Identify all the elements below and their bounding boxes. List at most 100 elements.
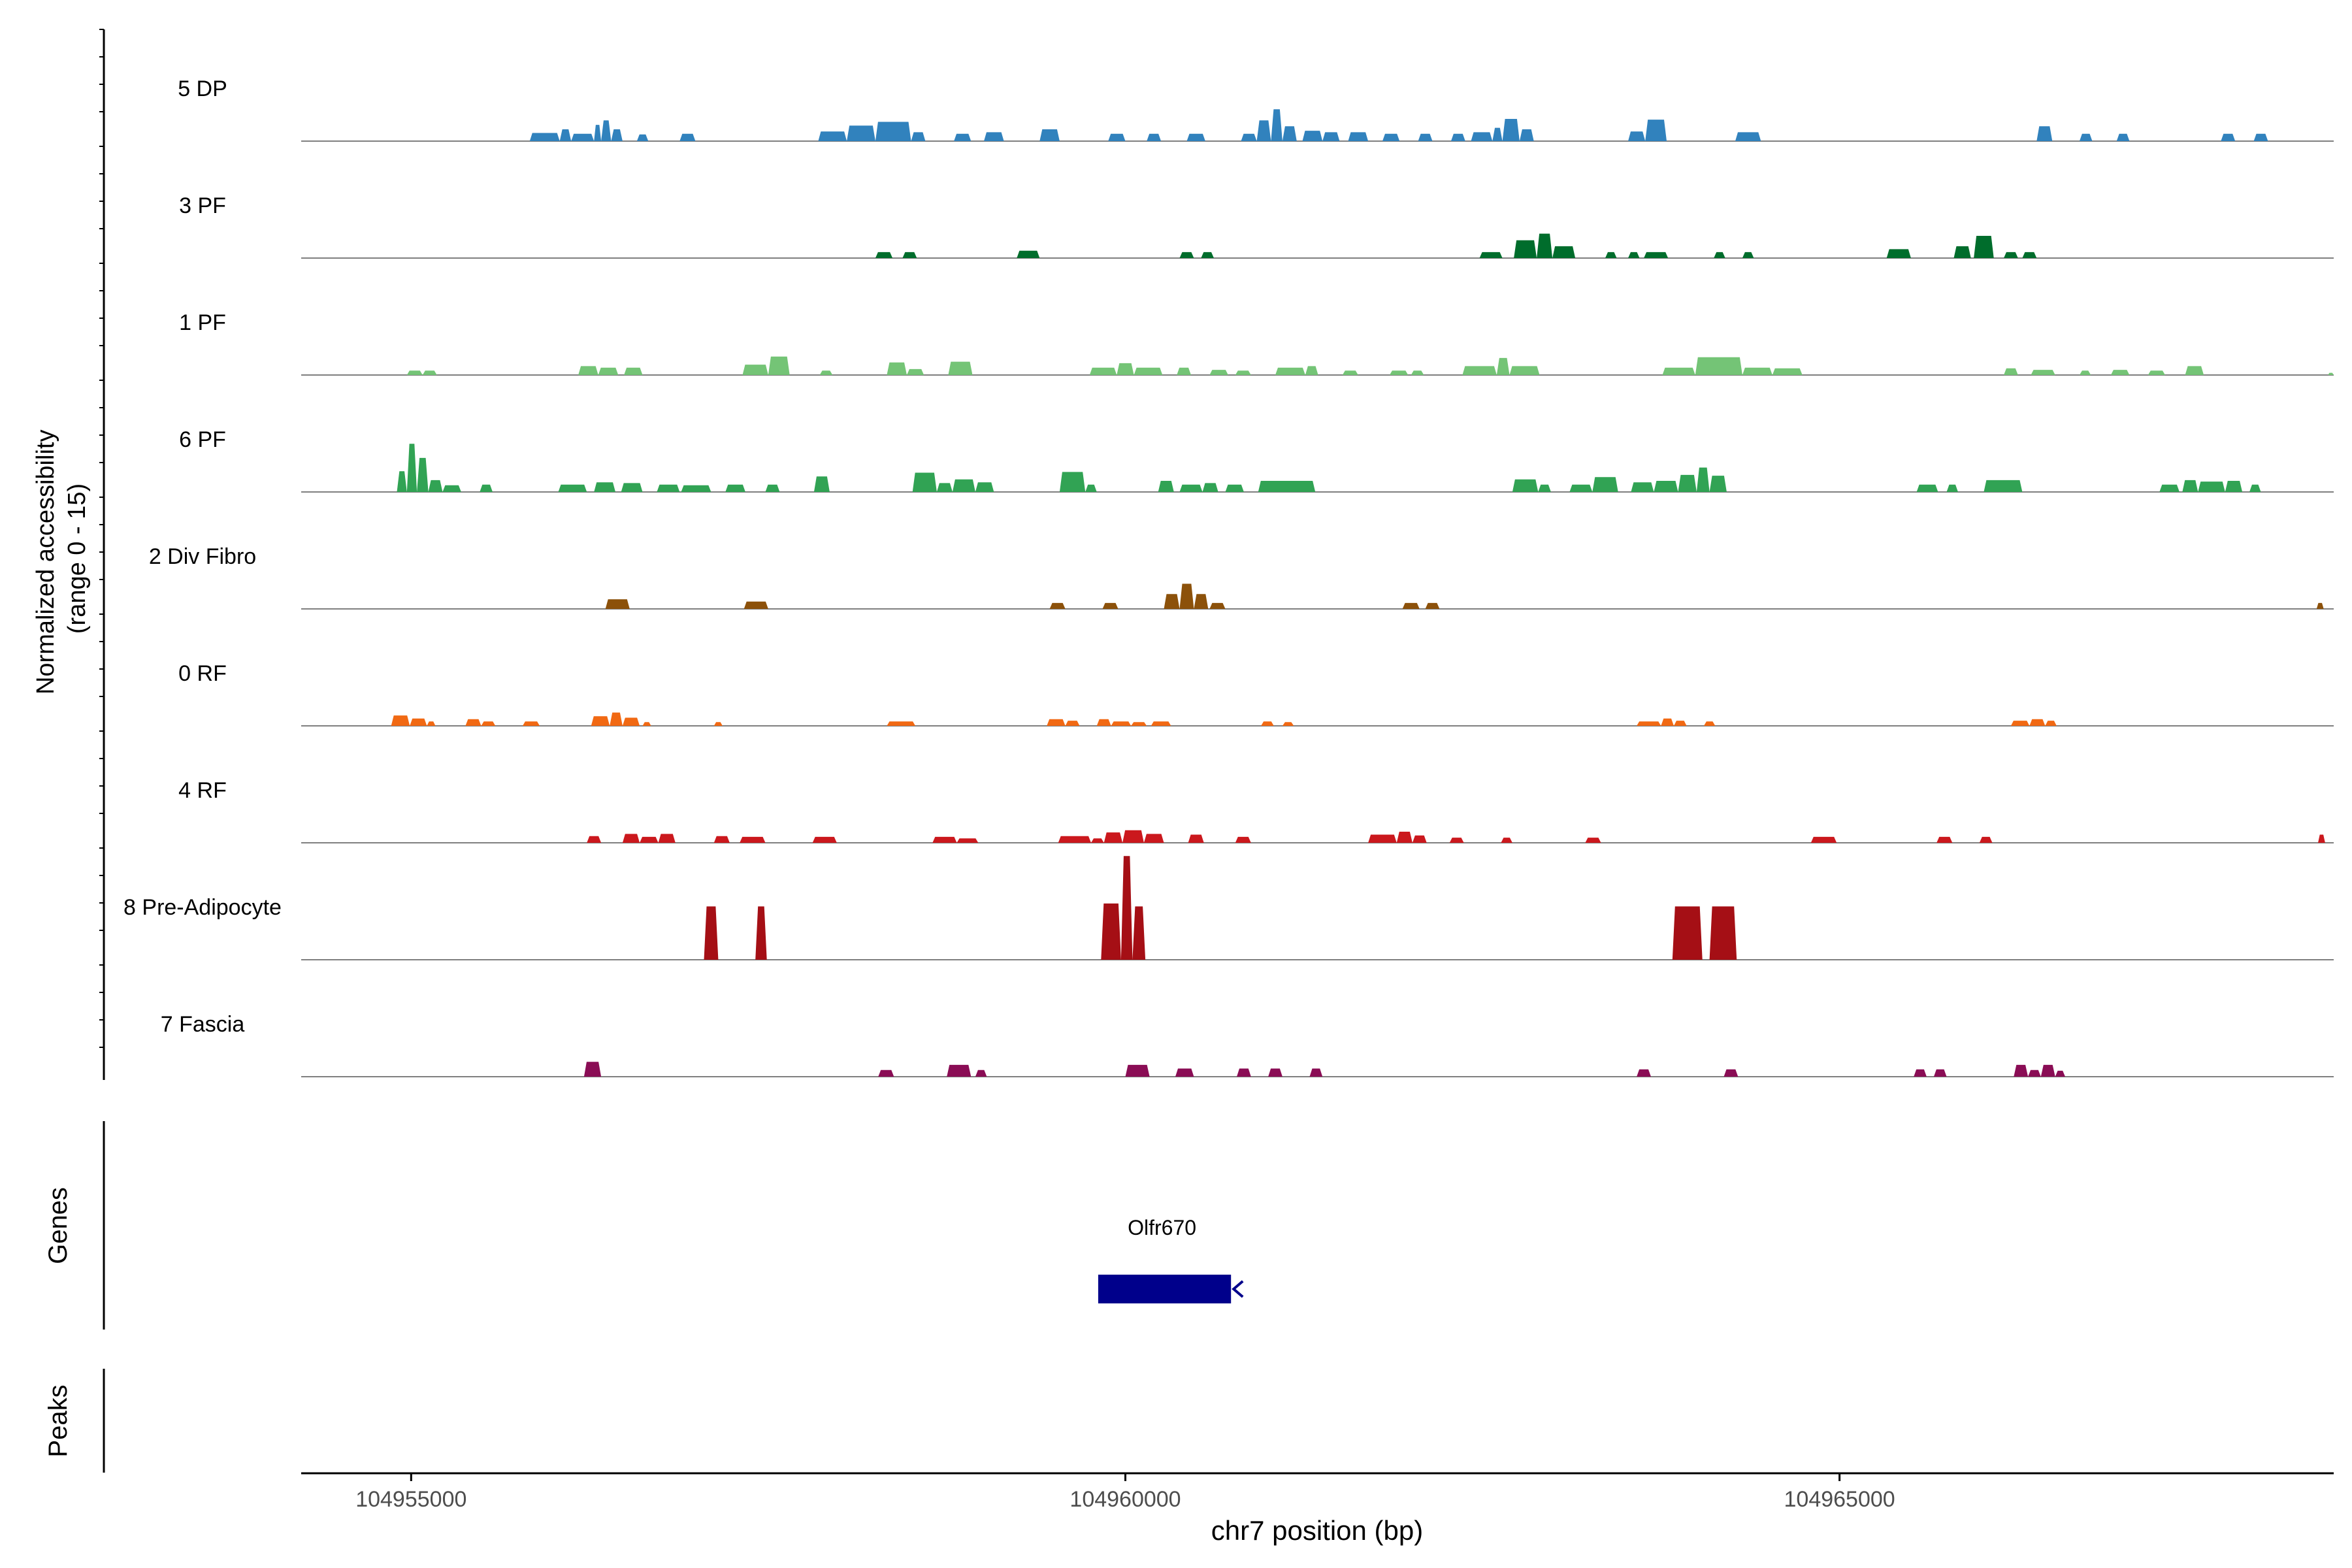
coverage-bin bbox=[1396, 832, 1413, 843]
y-label-line-1: Normalized accessibility bbox=[32, 430, 59, 694]
coverage-bin bbox=[1258, 481, 1316, 492]
coverage-bin bbox=[2036, 126, 2053, 141]
coverage-bin bbox=[1302, 131, 1323, 141]
coverage-bin bbox=[465, 719, 482, 726]
track-6-pf: 6 PF bbox=[179, 427, 2334, 493]
coverage-bin bbox=[622, 717, 640, 726]
coverage-bin bbox=[1425, 602, 1440, 609]
coverage-bin bbox=[1131, 722, 1147, 726]
coverage-bin bbox=[948, 361, 973, 375]
coverage-bin bbox=[765, 484, 780, 492]
x-tick-label: 104955000 bbox=[355, 1487, 466, 1512]
coverage-bin bbox=[2079, 133, 2093, 141]
coverage-bin bbox=[391, 715, 410, 726]
coverage-bin bbox=[1225, 484, 1244, 492]
coverage-bin bbox=[878, 1070, 894, 1077]
coverage-bin bbox=[954, 133, 972, 141]
coverage-bin bbox=[679, 133, 696, 141]
x-axis-label: chr7 position (bp) bbox=[1211, 1515, 1424, 1546]
coverage-bin bbox=[1644, 252, 1669, 258]
coverage-bin bbox=[2198, 482, 2225, 492]
coverage-bin bbox=[1654, 481, 1678, 492]
track-label: 7 Fascia bbox=[161, 1012, 245, 1037]
coverage-bin bbox=[610, 712, 623, 726]
coverage-bin bbox=[1569, 484, 1593, 492]
track-3-pf: 3 PF bbox=[179, 193, 2334, 259]
coverage-bin bbox=[1058, 836, 1091, 843]
coverage-bin bbox=[1946, 484, 1958, 492]
coverage-bin bbox=[755, 906, 767, 960]
coverage-bin bbox=[2055, 1070, 2065, 1077]
coverage-bin bbox=[2110, 370, 2130, 375]
coverage-bin bbox=[902, 252, 917, 258]
coverage-bin bbox=[1519, 129, 1534, 141]
coverage-bin bbox=[1810, 836, 1837, 843]
coverage-bin bbox=[1382, 133, 1400, 141]
coverage-bin bbox=[481, 721, 496, 726]
coverage-bin bbox=[875, 252, 893, 258]
gene-label: Olfr670 bbox=[1128, 1216, 1196, 1239]
coverage-bin bbox=[571, 133, 595, 141]
coverage-bin bbox=[1672, 906, 1703, 960]
coverage-bin bbox=[427, 721, 436, 726]
coverage-bin bbox=[480, 484, 493, 492]
track-1-pf: 1 PF bbox=[179, 310, 2334, 376]
coverage-bin bbox=[2185, 366, 2204, 375]
coverage-bin bbox=[1411, 370, 1424, 375]
gene-annotations: Olfr670 bbox=[1098, 1216, 1244, 1303]
coverage-bin bbox=[1194, 594, 1209, 609]
coverage-bin bbox=[2316, 602, 2324, 609]
coverage-bin bbox=[1695, 357, 1742, 375]
coverage-bin bbox=[1916, 484, 1938, 492]
coverage-bin bbox=[2148, 370, 2165, 375]
coverage-bin bbox=[1645, 120, 1667, 141]
coverage-bin bbox=[636, 134, 649, 141]
coverage-bin bbox=[442, 485, 461, 492]
track-2-div-fibro: 2 Div Fibro bbox=[149, 544, 2334, 610]
coverage-bin bbox=[1512, 479, 1539, 492]
coverage-bin bbox=[640, 836, 659, 843]
coverage-bin bbox=[1637, 1069, 1651, 1077]
coverage-bin bbox=[1714, 252, 1725, 258]
coverage-bin bbox=[598, 367, 619, 375]
coverage-bin bbox=[1186, 133, 1205, 141]
coverage-bin bbox=[1177, 367, 1191, 375]
coverage-bin bbox=[2221, 133, 2236, 141]
coverage-bin bbox=[2040, 1064, 2055, 1077]
coverage-bin bbox=[1772, 368, 1803, 375]
track-0-rf: 0 RF bbox=[178, 661, 2334, 727]
coverage-bin bbox=[1742, 367, 1772, 375]
coverage-bin bbox=[813, 476, 830, 492]
coverage-bin bbox=[1132, 906, 1146, 960]
coverage-bin bbox=[1538, 484, 1551, 492]
coverage-bin bbox=[1709, 476, 1727, 492]
coverage-bin bbox=[594, 125, 602, 141]
coverage-bin bbox=[1241, 133, 1257, 141]
coverage-bin bbox=[1450, 133, 1465, 141]
coverage-bin bbox=[1462, 366, 1497, 375]
accessibility-panel: Normalized accessibility (range 0 - 15) … bbox=[32, 29, 2334, 1080]
coverage-bin bbox=[932, 836, 957, 843]
coverage-bin bbox=[1592, 477, 1618, 492]
accessibility-tracks: 5 DP 3 PF 1 PF 6 PF 2 Div Fibro 0 RF 4 RF 8 Pre… bbox=[123, 76, 2334, 1077]
coverage-bin bbox=[2249, 484, 2261, 492]
coverage-bin bbox=[1742, 252, 1754, 258]
coverage-bin bbox=[622, 834, 640, 843]
accessibility-y-label: Normalized accessibility (range 0 - 15) bbox=[32, 423, 91, 694]
coverage-bin bbox=[1275, 367, 1305, 375]
track-label: 5 DP bbox=[178, 76, 227, 101]
coverage-bin bbox=[956, 838, 979, 843]
coverage-bin bbox=[912, 472, 937, 492]
peaks-label: Peaks bbox=[44, 1384, 73, 1457]
coverage-bin bbox=[428, 480, 443, 492]
track-8-pre-adipocyte: 8 Pre-Adipocyte bbox=[123, 856, 2334, 960]
coverage-bin bbox=[1049, 602, 1066, 609]
coverage-bin bbox=[1102, 602, 1119, 609]
coverage-bin bbox=[1309, 1068, 1323, 1077]
coverage-bin bbox=[657, 484, 680, 492]
coverage-bin bbox=[1418, 133, 1433, 141]
coverage-bin bbox=[558, 484, 587, 492]
coverage-bin bbox=[1059, 472, 1086, 492]
coverage-bin bbox=[1449, 838, 1464, 843]
coverage-bin bbox=[819, 370, 833, 375]
